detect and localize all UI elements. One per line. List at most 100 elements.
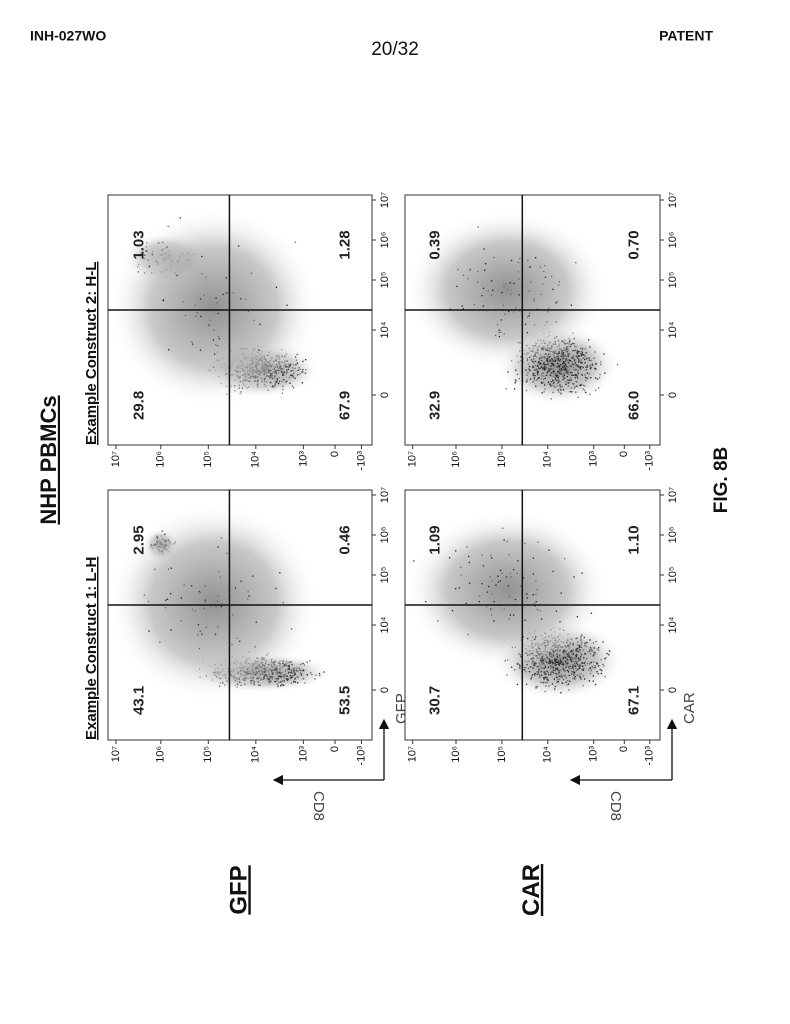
event-dot [524, 619, 526, 621]
event-dot [563, 674, 566, 677]
event-dot [564, 660, 566, 662]
event-dot [217, 335, 220, 337]
event-dot [561, 677, 564, 679]
event-dot [584, 652, 587, 655]
event-dot [548, 685, 550, 687]
event-dot [552, 368, 554, 370]
event-dot [586, 662, 589, 665]
event-dot [510, 259, 513, 262]
event-dot [570, 667, 572, 670]
event-dot [543, 676, 545, 679]
event-dot [528, 290, 531, 292]
event-dot [275, 286, 278, 288]
event-dot [555, 374, 557, 376]
event-dot [205, 626, 208, 628]
event-dot [599, 373, 601, 376]
event-dot [468, 561, 471, 564]
event-dot [575, 653, 578, 656]
event-dot [567, 671, 570, 673]
event-dot [529, 369, 531, 372]
event-dot [552, 672, 555, 674]
event-dot [164, 607, 167, 609]
event-dot [595, 652, 597, 654]
event-dot [563, 656, 565, 658]
event-dot [575, 665, 577, 667]
event-dot [573, 665, 575, 667]
event-dot [571, 651, 574, 653]
event-dot [458, 587, 460, 589]
event-dot [535, 385, 537, 387]
event-dot [194, 610, 196, 612]
y-axis-label: CD8 [607, 791, 624, 821]
event-dot [541, 373, 543, 375]
event-dot [214, 633, 217, 635]
event-dot [550, 667, 552, 669]
y-tick-label: -10³ [644, 451, 656, 471]
event-dot [572, 367, 574, 369]
event-dot [534, 672, 536, 675]
event-dot [508, 553, 510, 556]
event-dot [542, 372, 544, 374]
event-dot [289, 672, 291, 674]
event-dot [506, 288, 509, 291]
event-dot [543, 681, 545, 683]
event-dot [575, 660, 578, 663]
event-dot [572, 363, 574, 366]
y-tick-label: 10⁶ [155, 746, 167, 763]
event-dot [558, 660, 560, 662]
event-dot [577, 372, 580, 375]
event-dot [570, 387, 573, 389]
event-dot [577, 647, 580, 649]
event-dot [597, 673, 599, 675]
event-dot [567, 653, 570, 655]
event-dot [525, 671, 527, 673]
event-dot [565, 365, 567, 367]
event-dot [593, 647, 595, 649]
event-dot [562, 657, 565, 660]
y-tick-label: 10⁷ [110, 746, 122, 762]
event-dot [561, 682, 564, 684]
event-dot [203, 294, 205, 296]
event-dot [575, 670, 578, 672]
event-dot [562, 361, 565, 363]
event-dot [572, 671, 574, 673]
event-dot [555, 664, 557, 666]
event-dot [567, 679, 569, 682]
event-dot [537, 673, 540, 675]
event-dot [585, 391, 587, 394]
event-dot [588, 680, 590, 682]
event-dot [494, 334, 497, 337]
event-dot [579, 666, 581, 668]
y-tick-label: 10⁵ [202, 746, 214, 763]
event-dot [584, 642, 586, 644]
event-dot [293, 671, 295, 673]
event-dot [577, 361, 580, 364]
event-dot [576, 616, 579, 618]
event-dot [540, 618, 543, 620]
event-dot [564, 363, 567, 366]
event-dot [217, 626, 219, 628]
event-dot [604, 675, 606, 678]
event-dot [247, 598, 249, 601]
event-dot [536, 372, 539, 374]
event-dot [590, 612, 593, 614]
event-dot [577, 660, 579, 663]
event-dot [582, 665, 584, 667]
event-dot [560, 372, 563, 375]
x-tick-label: 10⁵ [379, 567, 391, 584]
event-dot [578, 657, 581, 660]
y-tick-label: 10³ [588, 451, 600, 467]
event-dot [534, 638, 536, 640]
event-dot [581, 572, 583, 574]
event-dot [315, 674, 317, 676]
event-dot [195, 315, 197, 318]
event-dot [567, 366, 569, 368]
event-dot [583, 657, 585, 659]
event-dot [585, 366, 587, 368]
event-dot [536, 608, 539, 611]
event-dot [589, 346, 591, 348]
event-dot [590, 650, 593, 652]
event-dot [598, 376, 601, 379]
event-dot [529, 266, 531, 268]
event-dot [582, 388, 584, 390]
